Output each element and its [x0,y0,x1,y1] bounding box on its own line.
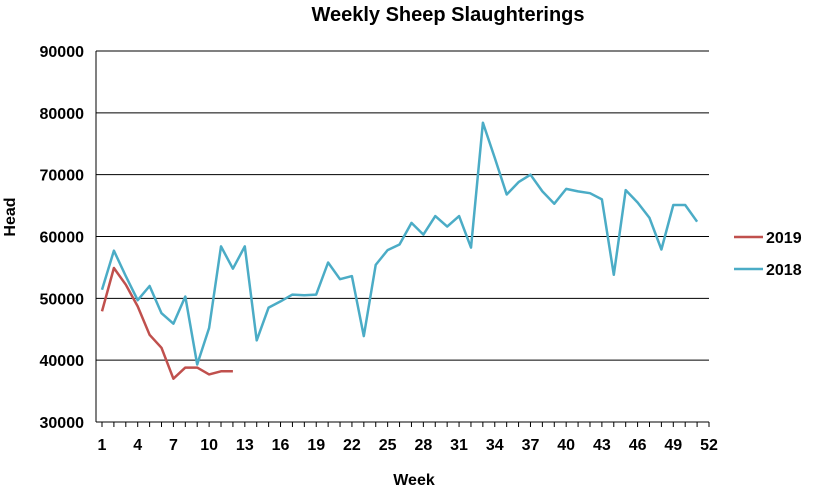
x-axis-ticks: 1 4 7 10 13 16 19 22 25 28 31 34 37 40 43 46 49 52 [98,422,718,454]
chart-title: Weekly Sheep Slaughterings [311,4,584,26]
x-tick-label: 28 [414,437,432,454]
x-tick-label: 40 [557,437,575,454]
x-tick-label: 1 [98,437,107,454]
x-tick-label: 34 [486,437,504,454]
x-axis-label: Week [393,472,435,489]
x-tick-label: 49 [664,437,682,454]
y-tick-label: 80000 [40,106,85,123]
x-tick-label: 31 [450,437,468,454]
legend: 2019 2018 [734,230,802,279]
x-tick-label: 43 [593,437,611,454]
series-lines [100,121,699,380]
y-tick-label: 30000 [40,415,85,432]
x-tick-label: 7 [169,437,178,454]
x-tick-label: 13 [236,437,254,454]
series-line-2019 [100,266,233,380]
legend-label-2018: 2018 [766,262,802,279]
x-tick-label: 10 [200,437,218,454]
x-tick-label: 37 [522,437,540,454]
series-line-2018 [100,121,699,366]
y-tick-label: 60000 [40,230,85,247]
y-axis-label: Head [2,197,19,236]
gridlines [96,50,709,361]
y-tick-label: 90000 [40,44,85,61]
x-tick-label: 16 [272,437,290,454]
legend-label-2019: 2019 [766,230,802,247]
y-tick-label: 70000 [40,168,85,185]
axes [95,51,709,423]
x-tick-label: 46 [629,437,647,454]
x-tick-label: 52 [700,437,718,454]
x-tick-label: 19 [307,437,325,454]
x-tick-label: 25 [379,437,397,454]
y-tick-label: 50000 [40,291,85,308]
y-tick-label: 40000 [40,353,85,370]
y-axis-ticks: 30000 40000 50000 60000 70000 80000 90000 [40,44,85,432]
x-tick-label: 4 [133,437,142,454]
x-tick-label: 22 [343,437,361,454]
